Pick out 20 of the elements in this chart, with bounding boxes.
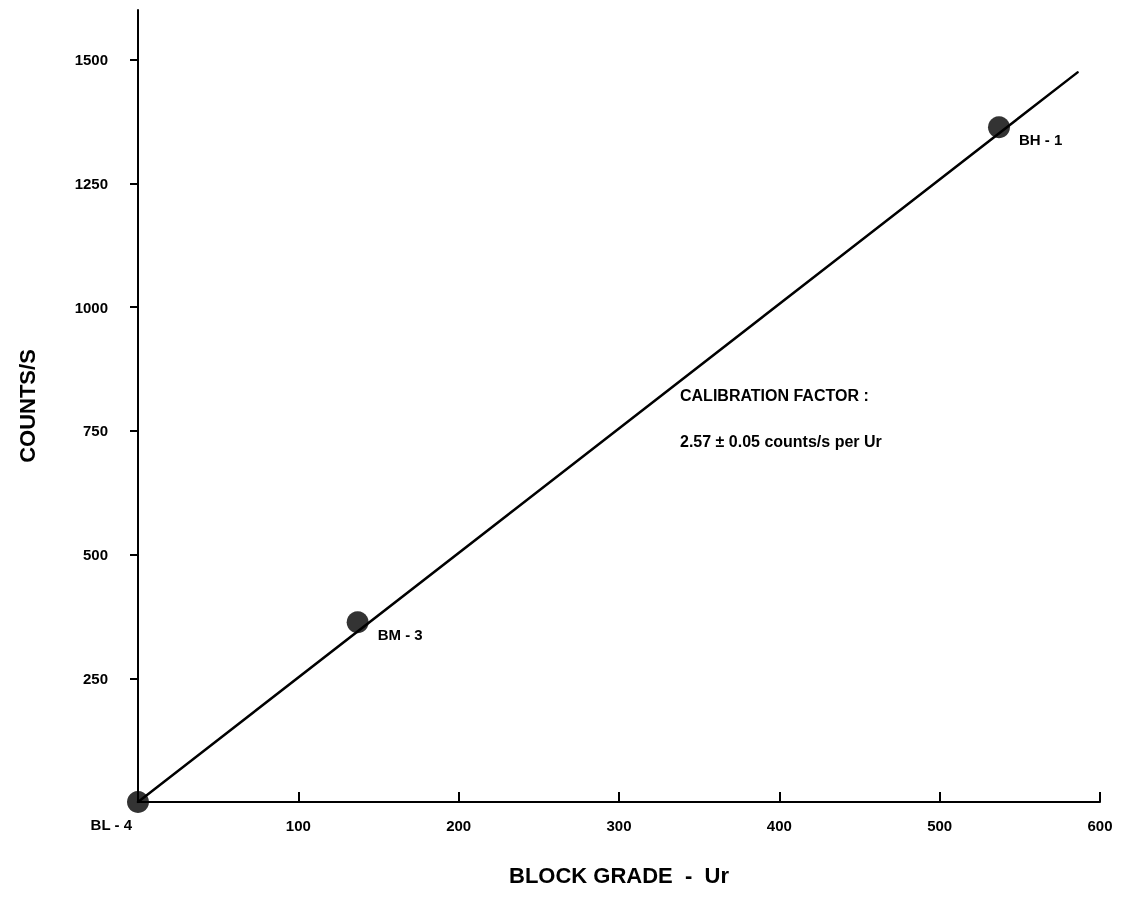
x-tick-label: 300 [606,817,632,834]
x-axis-title: BLOCK GRADE - Ur [509,862,730,888]
point [127,791,149,813]
y-tick-label: 1000 [74,298,108,316]
y-tick-label: 1250 [74,174,108,192]
x-tick-label: 200 [446,817,472,834]
annotation: BL - 4 [90,815,133,833]
x-tick-label: 100 [285,817,311,834]
y-tick-label: 250 [82,669,108,687]
x-tick-label: 600 [1087,817,1113,834]
annotation: 2.57 ± 0.05 counts/s per Ur [680,432,882,450]
y-tick-label: 500 [82,546,108,563]
x-tick-label: 500 [927,817,953,834]
y-tick-label: 750 [82,422,108,440]
annotation: CALIBRATION FACTOR : [680,386,869,404]
annotation: BM - 3 [377,625,423,643]
x-tick-label: 400 [766,817,792,834]
y-tick-label: 1500 [74,51,108,68]
y-axis-title: COUNTS/S [14,349,40,463]
annotation: BH - 1 [1018,130,1063,148]
